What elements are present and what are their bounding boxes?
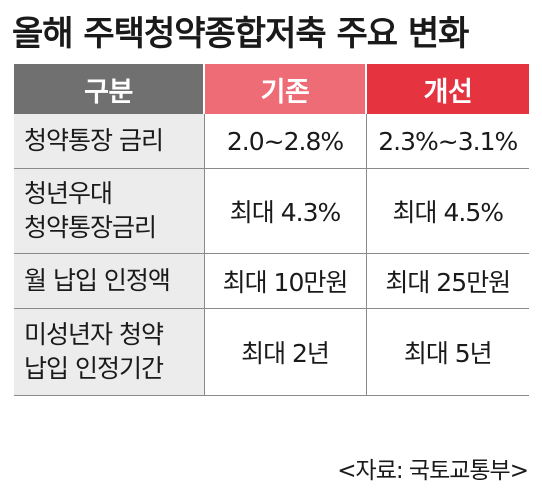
- header-after: 개선: [366, 64, 529, 114]
- header-category: 구분: [14, 64, 204, 114]
- row-before-value: 2.0~2.8%: [203, 114, 367, 169]
- row-category: 미성년자 청약 납입 인정기간: [14, 308, 204, 396]
- comparison-table: 구분 기존 개선 청약통장 금리 2.0~2.8% 2.3%~3.1% 청년우대…: [14, 64, 529, 396]
- table-title: 올해 주택청약종합저축 주요 변화: [12, 14, 469, 54]
- table-row: 청약통장 금리 2.0~2.8% 2.3%~3.1%: [14, 114, 529, 169]
- row-category-line: 납입 인정기간: [24, 354, 164, 383]
- row-category-line: 월 납입 인정액: [24, 266, 171, 295]
- row-after-value: 최대 5년: [366, 308, 529, 396]
- source-note: <자료: 국토교통부>: [337, 458, 529, 484]
- row-category: 월 납입 인정액: [14, 253, 204, 309]
- table-row: 청년우대 청약통장금리 최대 4.3% 최대 4.5%: [14, 168, 529, 254]
- row-category-line: 청약통장 금리: [24, 126, 164, 155]
- row-category: 청약통장 금리: [14, 114, 204, 169]
- row-before-value: 최대 4.3%: [203, 168, 367, 254]
- table-row: 월 납입 인정액 최대 10만원 최대 25만원: [14, 253, 529, 309]
- row-before-value: 최대 10만원: [203, 253, 367, 309]
- row-after-value: 2.3%~3.1%: [366, 114, 529, 169]
- row-category-line: 미성년자 청약: [24, 320, 164, 349]
- header-before: 기존: [203, 64, 367, 114]
- row-category-line: 청년우대: [24, 179, 113, 208]
- row-after-value: 최대 25만원: [366, 253, 529, 309]
- row-category-line: 청약통장금리: [24, 213, 157, 242]
- row-category: 청년우대 청약통장금리: [14, 168, 204, 254]
- table-header-row: 구분 기존 개선: [14, 64, 529, 114]
- table-row: 미성년자 청약 납입 인정기간 최대 2년 최대 5년: [14, 308, 529, 396]
- row-after-value: 최대 4.5%: [366, 168, 529, 254]
- row-before-value: 최대 2년: [203, 308, 367, 396]
